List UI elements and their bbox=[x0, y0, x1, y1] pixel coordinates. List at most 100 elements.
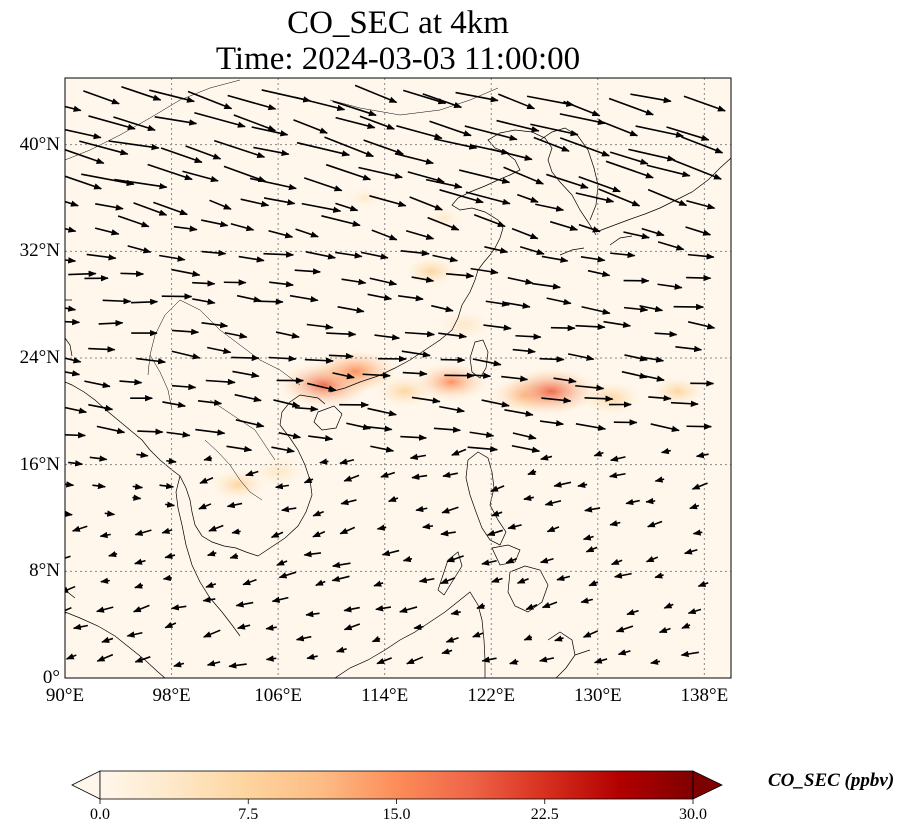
wind-arrow bbox=[88, 115, 136, 131]
co-plume bbox=[343, 185, 386, 211]
wind-arrow bbox=[374, 334, 401, 341]
wind-arrow bbox=[553, 377, 577, 384]
wind-arrow bbox=[503, 166, 545, 185]
wind-arrow bbox=[68, 460, 84, 467]
wind-arrow bbox=[628, 148, 676, 162]
wind-arrow bbox=[332, 100, 377, 117]
wind-arrow bbox=[496, 119, 540, 133]
wind-arrow bbox=[358, 166, 403, 179]
wind-arrow bbox=[511, 227, 539, 240]
wind-arrow bbox=[472, 358, 502, 367]
wind-arrow bbox=[646, 520, 663, 528]
wind-arrow bbox=[603, 320, 632, 328]
wind-arrow bbox=[411, 276, 435, 283]
colorbar-tick-label: 15.0 bbox=[382, 806, 411, 823]
wind-arrow bbox=[71, 525, 88, 532]
co-plume bbox=[313, 350, 397, 393]
wind-arrow bbox=[68, 270, 97, 278]
wind-arrow bbox=[464, 125, 518, 141]
wind-arrow bbox=[575, 384, 605, 392]
wind-arrow bbox=[324, 136, 375, 158]
wind-arrow bbox=[340, 498, 357, 506]
coastline-luzon bbox=[465, 451, 507, 546]
wind-arrow bbox=[375, 605, 392, 612]
wind-arrow bbox=[207, 346, 232, 355]
wind-arrow bbox=[512, 432, 537, 440]
wind-arrow bbox=[442, 471, 458, 478]
co-plume bbox=[254, 457, 303, 485]
wind-arrow bbox=[580, 597, 593, 604]
wind-arrow bbox=[271, 446, 295, 454]
wind-arrow bbox=[539, 557, 554, 564]
wind-arrow bbox=[515, 333, 542, 340]
wind-arrow bbox=[133, 202, 168, 216]
wind-arrow bbox=[275, 331, 300, 339]
wind-arrow bbox=[234, 393, 262, 403]
wind-arrow bbox=[99, 531, 111, 539]
wind-arrow bbox=[312, 510, 324, 517]
wind-arrow bbox=[88, 346, 116, 353]
colorbar-under-extension bbox=[71, 770, 101, 800]
wind-arrow bbox=[294, 96, 346, 112]
wind-arrow bbox=[541, 601, 558, 609]
wind-arrow bbox=[445, 636, 459, 643]
colorbar-tick-label: 0.0 bbox=[90, 806, 110, 823]
wind-arrow bbox=[369, 277, 398, 286]
wind-arrow bbox=[136, 451, 149, 459]
wind-arrow bbox=[432, 254, 459, 263]
wind-arrow bbox=[467, 445, 499, 453]
wind-arrow bbox=[187, 90, 233, 110]
longitude-tick-label: 122°E bbox=[467, 685, 516, 706]
wind-arrow bbox=[201, 219, 229, 228]
map-title: CO_SEC at 4km bbox=[287, 5, 509, 41]
wind-arrow bbox=[371, 229, 398, 241]
wind-arrow bbox=[623, 306, 649, 313]
wind-arrow bbox=[371, 635, 381, 643]
wind-arrow bbox=[654, 476, 665, 483]
wind-arrow bbox=[540, 454, 553, 461]
wind-arrow bbox=[546, 525, 560, 533]
wind-arrow bbox=[315, 579, 326, 587]
wind-arrow bbox=[598, 188, 641, 207]
wind-arrow bbox=[683, 95, 726, 112]
wind-arrow bbox=[549, 220, 579, 231]
wind-arrow bbox=[341, 278, 367, 286]
wind-arrow bbox=[96, 425, 126, 435]
longitude-tick-label: 98°E bbox=[152, 685, 191, 706]
wind-arrow bbox=[294, 405, 319, 413]
wind-arrow bbox=[236, 294, 262, 303]
wind-arrow bbox=[270, 531, 284, 539]
latitude-tick-label: 16°N bbox=[19, 453, 60, 475]
wind-arrow bbox=[335, 116, 376, 130]
latitude-tick-label: 24°N bbox=[19, 347, 60, 368]
wind-arrow bbox=[381, 549, 400, 557]
wind-arrow bbox=[373, 580, 384, 587]
wind-arrow bbox=[362, 372, 391, 379]
wind-arrow bbox=[695, 451, 709, 459]
wind-arrow bbox=[94, 227, 120, 236]
wind-arrow bbox=[166, 431, 191, 438]
coastline-sulawesi bbox=[547, 631, 591, 678]
wind-arrow bbox=[486, 529, 503, 536]
wind-arrow bbox=[641, 374, 665, 382]
co-plume bbox=[412, 362, 490, 402]
wind-arrow bbox=[95, 606, 114, 613]
wind-arrow bbox=[670, 400, 699, 407]
wind-arrow bbox=[153, 201, 188, 216]
map-subtitle-time: Time: 2024-03-03 11:00:00 bbox=[215, 41, 581, 77]
wind-arrow bbox=[306, 323, 334, 330]
wind-arrow bbox=[401, 350, 431, 358]
coastline-hainan bbox=[313, 405, 343, 431]
coastline-leizhou-vietnam bbox=[257, 394, 326, 557]
wind-arrow bbox=[182, 170, 219, 183]
wind-arrow bbox=[257, 298, 284, 305]
wind-arrow bbox=[621, 370, 648, 379]
wind-arrow bbox=[575, 423, 607, 431]
wind-arrow bbox=[507, 523, 522, 530]
wind-arrow bbox=[507, 276, 534, 285]
wind-arrow bbox=[451, 448, 467, 456]
wind-arrow bbox=[84, 380, 111, 389]
wind-arrow bbox=[539, 656, 555, 663]
map-frame bbox=[64, 77, 732, 679]
wind-arrow bbox=[490, 148, 533, 161]
